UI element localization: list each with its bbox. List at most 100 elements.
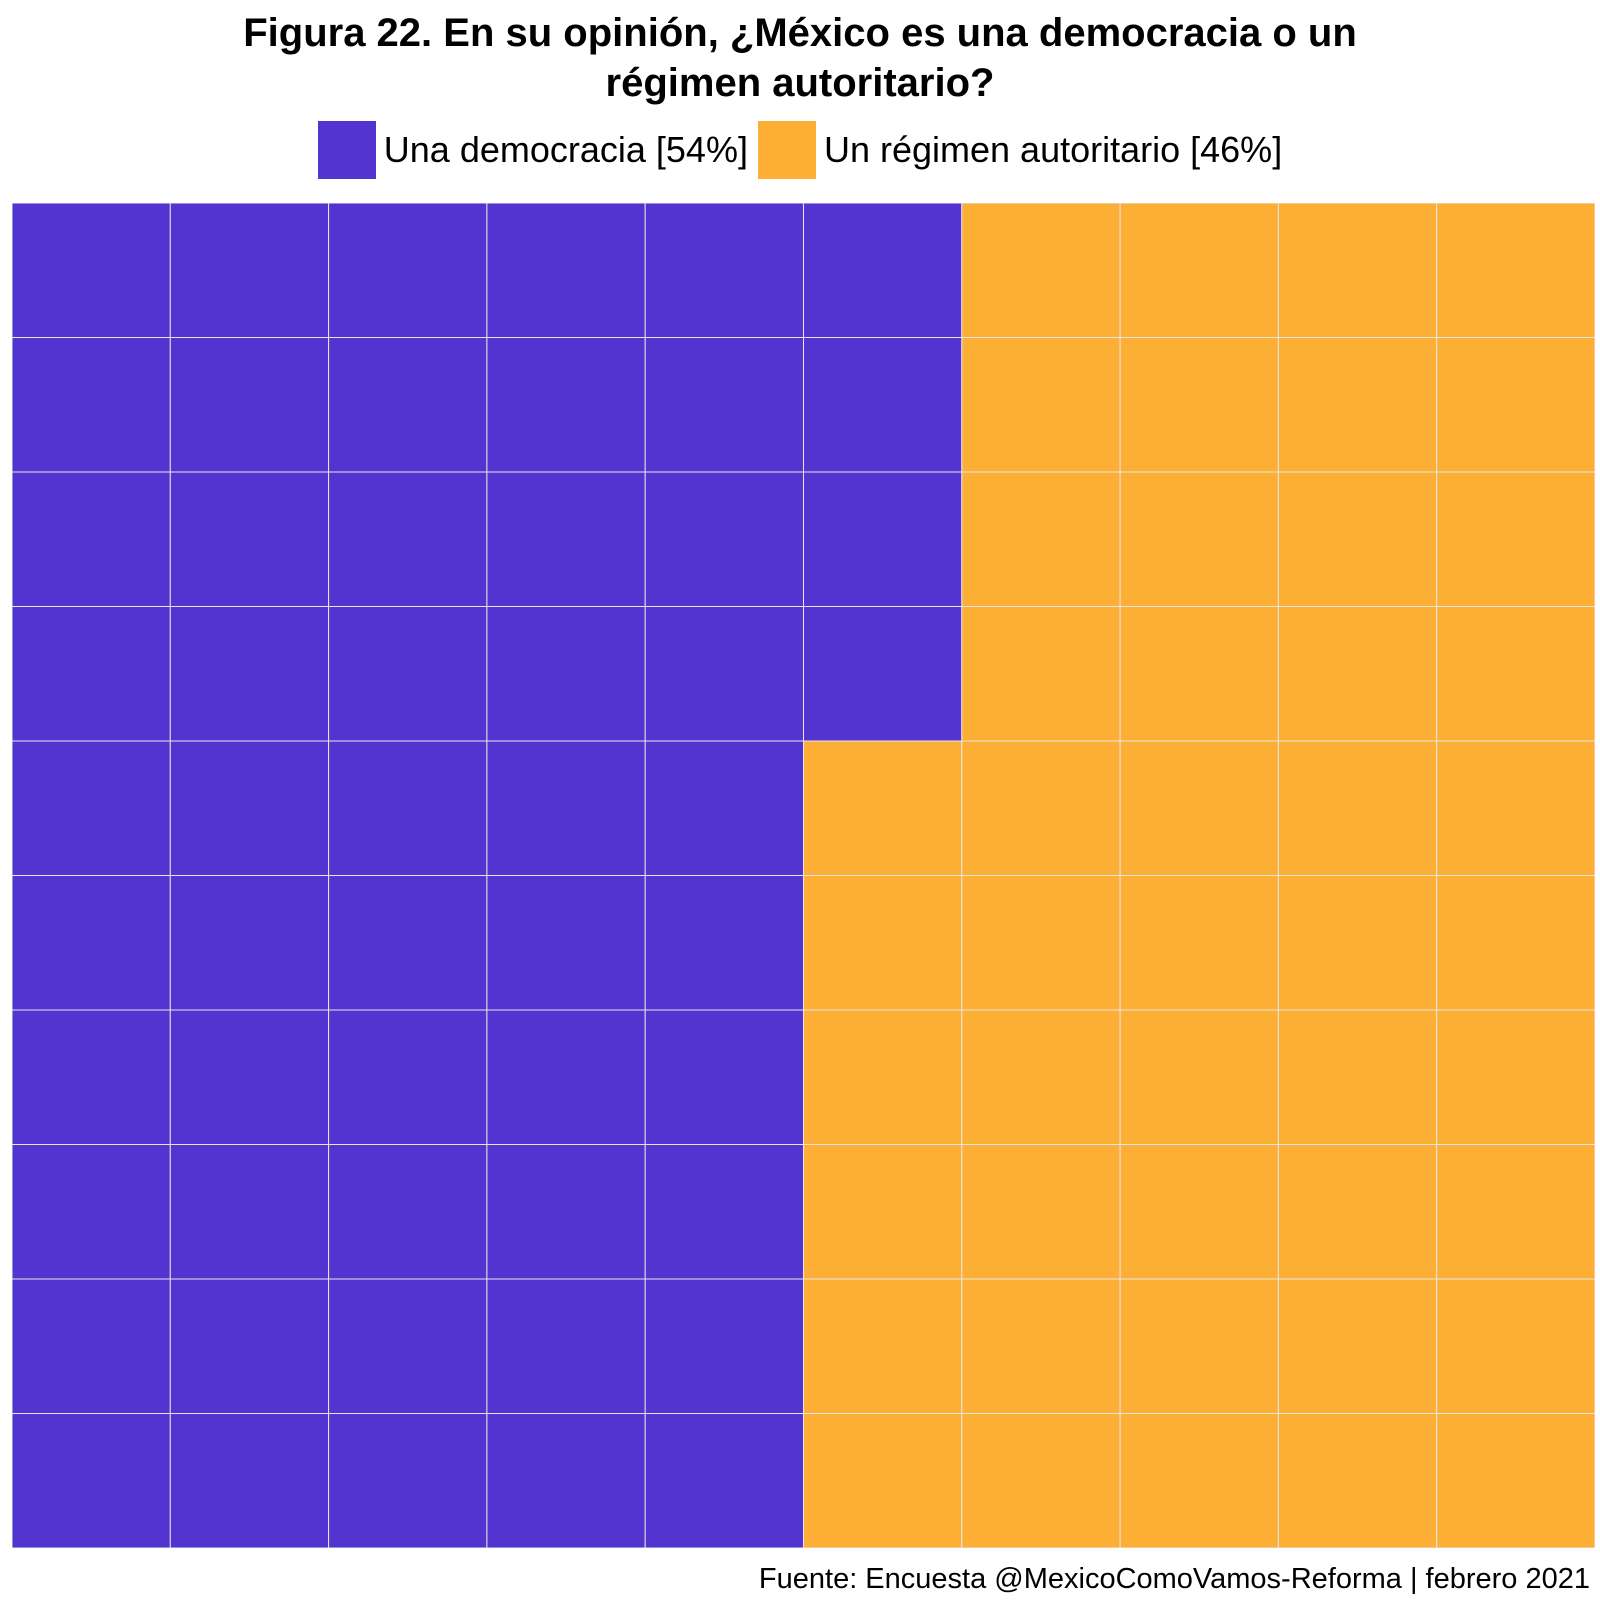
waffle-cell-democracia xyxy=(328,1413,488,1548)
waffle-cell-democracia xyxy=(12,875,171,1011)
waffle-cell-democracia xyxy=(486,875,646,1011)
waffle-cell-democracia xyxy=(12,337,171,473)
legend-swatch-democracia xyxy=(317,121,376,179)
waffle-cell-autoritario xyxy=(1119,1009,1279,1145)
waffle-cell-autoritario xyxy=(1119,203,1279,338)
waffle-cell-autoritario xyxy=(1119,1278,1279,1414)
waffle-cell-democracia xyxy=(12,1278,171,1414)
waffle-cell-democracia xyxy=(644,1009,805,1145)
waffle-cell-autoritario xyxy=(1436,1144,1595,1280)
waffle-cell-democracia xyxy=(644,1144,805,1280)
waffle-cell-autoritario xyxy=(961,203,1121,338)
chart-title: Figura 22. En su opinión, ¿México es una… xyxy=(0,8,1600,108)
waffle-cell-democracia xyxy=(12,1144,171,1280)
waffle-cell-democracia xyxy=(169,1144,330,1280)
waffle-cell-autoritario xyxy=(1277,203,1438,338)
waffle-cell-autoritario xyxy=(961,337,1121,473)
waffle-cell-autoritario xyxy=(1119,606,1279,742)
waffle-cell-autoritario xyxy=(961,1278,1121,1414)
waffle-cell-democracia xyxy=(12,606,171,742)
waffle-cell-autoritario xyxy=(1119,1413,1279,1548)
waffle-cell-democracia xyxy=(169,471,330,607)
waffle-cell-democracia xyxy=(486,606,646,742)
waffle-cell-democracia xyxy=(12,740,171,876)
waffle-cell-autoritario xyxy=(1277,1278,1438,1414)
waffle-cell-autoritario xyxy=(961,471,1121,607)
waffle-cell-democracia xyxy=(12,1413,171,1548)
waffle-cell-democracia xyxy=(169,1009,330,1145)
waffle-cell-democracia xyxy=(803,606,963,742)
waffle-cell-autoritario xyxy=(1119,337,1279,473)
legend-item-democracia: Una democracia [54%] xyxy=(317,121,748,179)
waffle-cell-autoritario xyxy=(1277,1413,1438,1548)
waffle-cell-autoritario xyxy=(1436,1009,1595,1145)
waffle-cell-democracia xyxy=(803,203,963,338)
waffle-cell-democracia xyxy=(328,1009,488,1145)
waffle-cell-autoritario xyxy=(1277,471,1438,607)
waffle-cell-autoritario xyxy=(1119,471,1279,607)
waffle-cell-democracia xyxy=(486,1413,646,1548)
waffle-cell-autoritario xyxy=(803,1413,963,1548)
waffle-cell-autoritario xyxy=(803,875,963,1011)
waffle-cell-democracia xyxy=(644,1413,805,1548)
waffle-cell-democracia xyxy=(169,1413,330,1548)
waffle-cell-democracia xyxy=(169,337,330,473)
source-caption: Fuente: Encuesta @MexicoComoVamos-Reform… xyxy=(758,1563,1590,1595)
waffle-cell-autoritario xyxy=(1436,740,1595,876)
waffle-cell-democracia xyxy=(644,1278,805,1414)
waffle-cell-democracia xyxy=(486,1278,646,1414)
legend: Una democracia [54%] Un régimen autorita… xyxy=(0,120,1600,180)
waffle-cell-democracia xyxy=(12,1009,171,1145)
waffle-cell-autoritario xyxy=(961,740,1121,876)
waffle-cell-autoritario xyxy=(961,1144,1121,1280)
waffle-cell-democracia xyxy=(486,1009,646,1145)
legend-item-autoritario: Un régimen autoritario [46%] xyxy=(757,121,1283,179)
waffle-cell-democracia xyxy=(644,203,805,338)
waffle-cell-democracia xyxy=(328,337,488,473)
waffle-cell-democracia xyxy=(169,740,330,876)
legend-label-democracia: Una democracia [54%] xyxy=(383,129,748,170)
waffle-cell-democracia xyxy=(803,471,963,607)
waffle-cell-autoritario xyxy=(961,1413,1121,1548)
waffle-cell-autoritario xyxy=(1436,875,1595,1011)
waffle-cell-democracia xyxy=(328,203,488,338)
legend-swatch-autoritario xyxy=(757,121,816,179)
waffle-cell-autoritario xyxy=(803,1009,963,1145)
waffle-cell-autoritario xyxy=(1277,1144,1438,1280)
waffle-cell-democracia xyxy=(328,740,488,876)
waffle-cell-democracia xyxy=(644,740,805,876)
waffle-cell-democracia xyxy=(803,337,963,473)
waffle-cell-autoritario xyxy=(1436,606,1595,742)
waffle-cell-democracia xyxy=(486,471,646,607)
waffle-cell-democracia xyxy=(328,606,488,742)
waffle-cell-democracia xyxy=(169,1278,330,1414)
waffle-cell-democracia xyxy=(644,337,805,473)
waffle-cell-autoritario xyxy=(1436,1413,1595,1548)
waffle-cell-autoritario xyxy=(1436,203,1595,338)
waffle-cell-autoritario xyxy=(961,606,1121,742)
waffle-cell-autoritario xyxy=(1436,1278,1595,1414)
waffle-cell-democracia xyxy=(486,740,646,876)
waffle-cell-autoritario xyxy=(1277,875,1438,1011)
waffle-cell-autoritario xyxy=(803,740,963,876)
waffle-cell-autoritario xyxy=(1277,1009,1438,1145)
waffle-cell-democracia xyxy=(169,875,330,1011)
waffle-cell-democracia xyxy=(644,471,805,607)
waffle-chart xyxy=(12,203,1595,1548)
waffle-cell-autoritario xyxy=(1277,606,1438,742)
waffle-cell-democracia xyxy=(486,203,646,338)
waffle-cell-democracia xyxy=(328,1278,488,1414)
waffle-cell-autoritario xyxy=(803,1144,963,1280)
waffle-cell-democracia xyxy=(169,203,330,338)
waffle-cell-autoritario xyxy=(1119,875,1279,1011)
legend-label-autoritario: Un régimen autoritario [46%] xyxy=(823,129,1283,170)
waffle-cell-autoritario xyxy=(1277,740,1438,876)
waffle-cell-democracia xyxy=(328,875,488,1011)
waffle-cell-democracia xyxy=(169,606,330,742)
waffle-cell-autoritario xyxy=(1436,337,1595,473)
waffle-cell-autoritario xyxy=(961,1009,1121,1145)
waffle-cell-autoritario xyxy=(1119,740,1279,876)
waffle-cell-democracia xyxy=(12,471,171,607)
waffle-cell-democracia xyxy=(644,875,805,1011)
waffle-cell-democracia xyxy=(12,203,171,338)
